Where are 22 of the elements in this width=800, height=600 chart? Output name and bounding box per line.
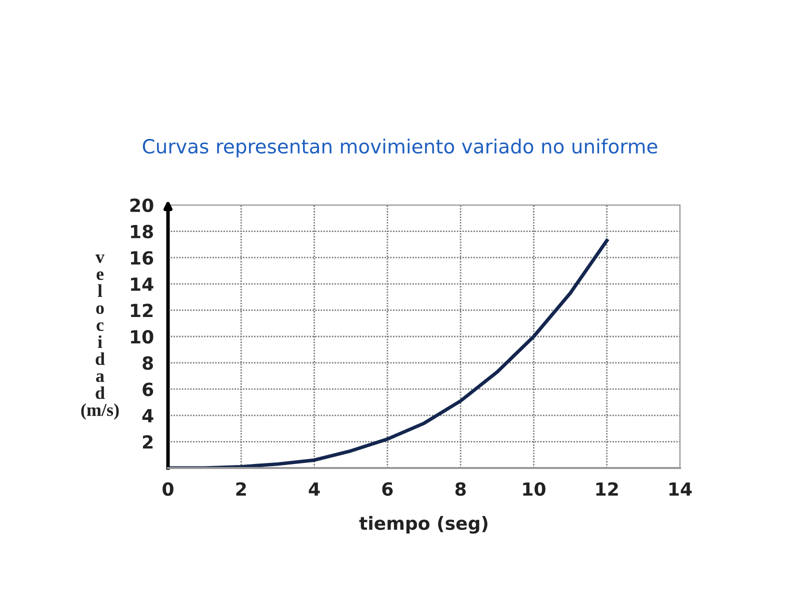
y-tick-label: 6 [142, 382, 154, 396]
x-tick-label: 8 [455, 482, 466, 496]
y-tick-label: 16 [131, 251, 154, 265]
y-tick-label: 20 [130, 198, 154, 212]
line-series [168, 238, 609, 468]
x-tick-label: 0 [162, 482, 174, 496]
x-tick-label: 12 [596, 482, 618, 496]
y-tick-label: 12 [131, 304, 153, 318]
y-tick-label: 4 [142, 409, 154, 422]
x-axis-title: tiempo (seg) [359, 516, 488, 534]
x-tick-label: 10 [523, 482, 546, 496]
y-tick-label: 2 [142, 435, 153, 449]
x-tick-label: 14 [669, 482, 692, 496]
x-tick-label: 4 [308, 482, 320, 496]
x-tick-label: 6 [382, 482, 393, 496]
y-tick-label: 18 [131, 224, 153, 238]
y-tick-label: 8 [142, 356, 153, 370]
y-tick-label: 14 [131, 278, 154, 291]
chart-title: Curvas representan movimiento variado no uniforme [142, 138, 658, 158]
x-tick-label: 2 [236, 482, 246, 496]
y-tick-label: 10 [131, 330, 154, 344]
text: velocidad (m/s) [81, 254, 119, 420]
